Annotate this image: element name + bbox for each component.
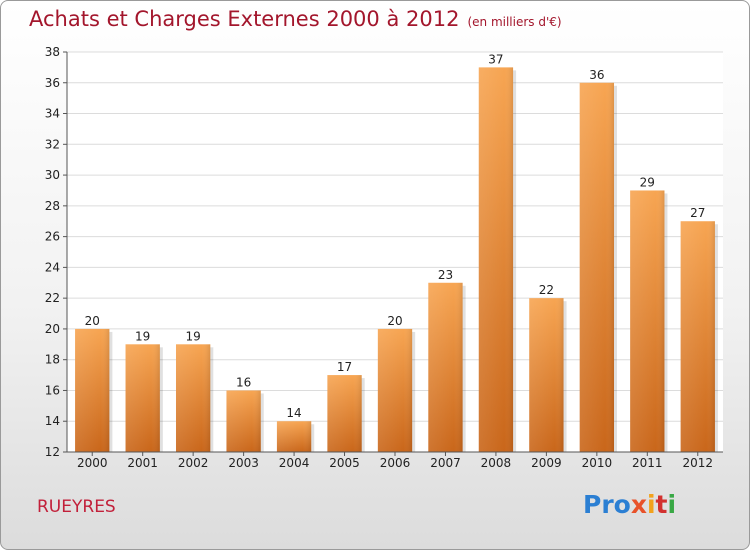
value-label-2007: 23 [438,268,453,282]
y-axis: 12 14 16 18 20 22 24 26 28 30 32 34 36 38 [45,45,68,459]
bar-shade-2011 [630,190,665,452]
value-label-2006: 20 [387,314,402,328]
y-tick-label: 36 [45,76,60,90]
value-label-2004: 14 [286,406,301,420]
bar-shade-2005 [327,375,362,452]
value-label-2002: 19 [186,329,201,343]
x-tick-label-2002: 2002 [178,456,209,470]
y-tick-label: 30 [45,168,60,182]
bar-shade-2000 [75,328,110,452]
chart-unit-note: (en milliers d'€) [467,15,562,29]
value-label-2011: 29 [640,175,655,189]
y-tick-label: 20 [45,322,60,336]
bar-shade-2006 [377,328,413,452]
x-tick-label-2003: 2003 [228,456,259,470]
bar-shade-2001 [125,344,160,452]
bar-shade-2009 [529,298,564,452]
y-tick-label: 38 [45,45,60,59]
y-tick-label: 24 [45,260,60,274]
x-tick-label-2001: 2001 [127,456,158,470]
x-tick-label-2000: 2000 [77,456,108,470]
value-label-2001: 19 [135,329,150,343]
bar-shade-2008 [478,67,514,452]
y-tick-label: 26 [45,230,60,244]
value-label-2008: 37 [488,52,503,66]
value-label-2005: 17 [337,360,352,374]
x-tick-label-2009: 2009 [531,456,562,470]
logo-part-5: i [667,490,677,519]
y-tick-label: 34 [45,107,60,121]
bar-shade-2012 [680,221,715,452]
x-tick-label-2005: 2005 [329,456,360,470]
x-tick-label-2011: 2011 [632,456,663,470]
y-tick-label: 22 [45,291,60,305]
logo-part-1: Pro [583,490,631,519]
value-label-2000: 20 [85,314,100,328]
place-name: RUEYRES [37,497,116,517]
y-tick-label: 18 [45,353,60,367]
y-tick-label: 14 [45,414,60,428]
x-tick-label-2004: 2004 [279,456,310,470]
logo-part-2: x [630,490,647,519]
value-label-2010: 36 [589,68,604,82]
value-label-2009: 22 [539,283,554,297]
x-tick-label-2010: 2010 [582,456,613,470]
x-tick-label-2012: 2012 [682,456,713,470]
logo-part-4: t [655,490,668,519]
bar-shade-2003 [226,390,261,452]
value-label-2003: 16 [236,375,251,389]
y-tick-label: 32 [45,137,60,151]
bar-shade-2004 [276,421,312,452]
value-label-2012: 27 [690,206,705,220]
x-tick-label-2007: 2007 [430,456,461,470]
y-tick-label: 16 [45,383,60,397]
bars: 20 19 19 16 14 17 20 23 37 22 36 29 27 [75,52,718,453]
y-tick-label: 12 [45,445,60,459]
bar-shade-2002 [175,344,211,452]
proxiti-logo: Proxiti [583,490,676,519]
y-tick-label: 28 [45,199,60,213]
chart-title-text: Achats et Charges Externes 2000 à 2012 [29,7,460,31]
x-tick-label-2008: 2008 [481,456,512,470]
chart-title: Achats et Charges Externes 2000 à 2012 (e… [29,7,562,31]
x-tick-label-2006: 2006 [380,456,411,470]
logo-part-3: i [646,490,656,519]
x-axis: 2000 2001 2002 2003 2004 2005 2006 2007 2008 2009… [67,451,723,470]
bar-shade-2010 [579,82,615,453]
bar-shade-2007 [428,282,463,452]
